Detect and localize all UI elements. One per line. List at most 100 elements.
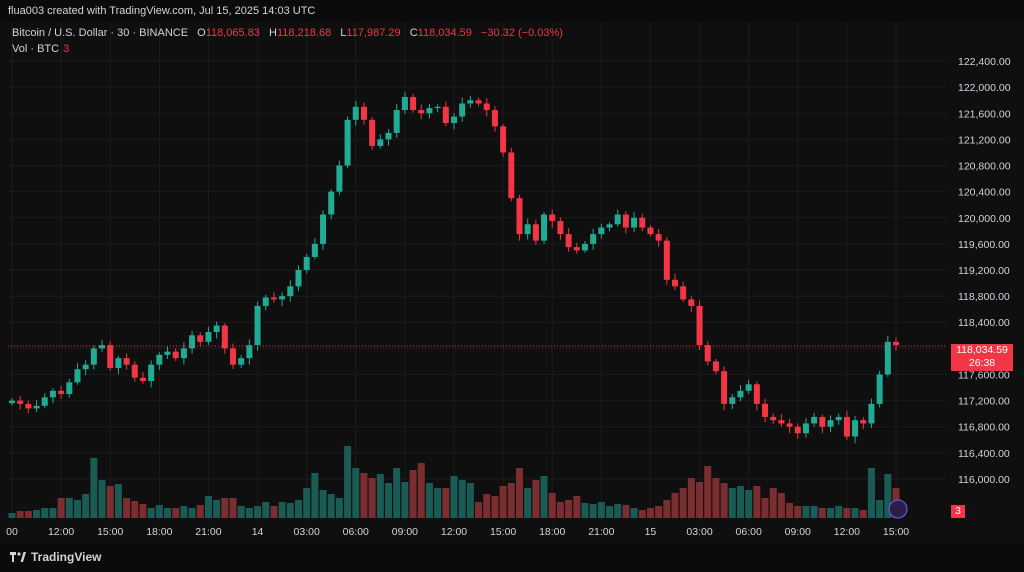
close-label: C <box>409 27 418 39</box>
candle-body <box>631 217 638 228</box>
candle-body <box>123 358 130 365</box>
y-tick-label: 117,600.00 <box>958 369 1010 381</box>
candle-body <box>279 296 286 300</box>
candle-body <box>581 243 588 251</box>
candle-body <box>156 354 163 365</box>
candle-body <box>606 224 613 228</box>
candle-body <box>328 191 335 215</box>
candle-body <box>672 279 678 287</box>
last-price-value: 118,034.59 <box>956 344 1008 356</box>
volume-bar <box>745 490 753 518</box>
volume-bar <box>843 508 851 518</box>
candle-body <box>721 371 728 404</box>
symbol-title[interactable]: Bitcoin / U.S. Dollar · 30 · BINANCE <box>12 27 189 39</box>
candle-body <box>82 364 89 370</box>
candle-body <box>565 234 572 248</box>
x-tick-label: 14 <box>252 526 264 538</box>
candle-body <box>254 305 261 346</box>
y-tick-label: 117,200.00 <box>958 396 1010 408</box>
candle-body <box>352 106 359 120</box>
candle-body <box>860 420 867 424</box>
volume-bar <box>712 478 720 518</box>
volume-bar <box>606 506 614 518</box>
volume-bar <box>8 513 16 518</box>
open-label: O <box>197 27 206 39</box>
volume-bar <box>123 498 131 518</box>
x-tick-label: 15:00 <box>490 526 516 538</box>
volume-bar <box>638 510 646 518</box>
volume-bar <box>164 508 172 518</box>
volume-bar <box>286 503 294 518</box>
candle-body <box>393 110 400 133</box>
volume-bar <box>147 508 155 518</box>
candle-body <box>287 286 294 297</box>
chart-area[interactable]: 116,000.00 116,400.00 116,800.00 117,200.00… <box>0 22 1024 544</box>
volume-legend: Vol · BTC 3 <box>12 43 69 55</box>
volume-bar <box>622 505 630 518</box>
x-tick-label: 00 <box>6 526 18 538</box>
candle-body <box>516 198 523 235</box>
volume-bar <box>728 488 736 518</box>
candle-body <box>180 348 187 359</box>
volume-bar <box>368 478 376 518</box>
volume-bar <box>417 463 425 518</box>
y-tick-label: 118,400.00 <box>958 317 1010 329</box>
y-tick-label: 122,000.00 <box>958 82 1011 94</box>
candle-body <box>491 110 498 127</box>
close-value: 118,034.59 <box>417 27 472 39</box>
candle-body <box>401 96 408 111</box>
x-tick-label: 21:00 <box>195 526 221 538</box>
volume-bar <box>434 488 442 518</box>
candle-body <box>704 345 711 362</box>
candle-body <box>131 364 138 378</box>
volume-bar <box>319 490 327 518</box>
volume-legend-label[interactable]: Vol · BTC <box>12 43 60 55</box>
candle-body <box>311 243 318 257</box>
low-label: L <box>340 27 347 39</box>
volume-bar <box>589 504 597 518</box>
volume-bar <box>548 493 556 518</box>
candle-body <box>688 299 695 306</box>
volume-bar <box>65 498 73 518</box>
y-tick-label: 116,000.00 <box>958 474 1010 486</box>
volume-bar <box>139 504 147 518</box>
volume-bar <box>704 466 712 518</box>
candle-body <box>786 423 793 427</box>
candle-body <box>418 110 425 114</box>
candle-body <box>221 325 228 349</box>
volume-bar <box>777 493 785 518</box>
y-tick-label: 118,800.00 <box>958 291 1010 303</box>
volume-bar <box>851 508 859 518</box>
candle-body <box>246 345 253 359</box>
x-tick-label: 06:00 <box>736 526 762 538</box>
y-tick-label: 120,000.00 <box>958 213 1011 225</box>
volume-bar <box>303 488 311 518</box>
volume-bar <box>867 468 875 518</box>
volume-bar <box>720 483 728 518</box>
volume-bar <box>237 506 245 518</box>
volume-bar <box>98 480 106 518</box>
volume-bar <box>73 500 81 518</box>
candle-body <box>541 214 548 241</box>
volume-bar <box>401 482 409 518</box>
candle-body <box>139 377 146 381</box>
candle-body <box>737 390 744 398</box>
volume-bar <box>630 508 638 518</box>
volume-bar <box>82 494 90 518</box>
volume-bar <box>327 494 335 518</box>
x-tick-label: 03:00 <box>294 526 320 538</box>
volume-bar <box>262 502 270 518</box>
candle-body <box>66 382 73 395</box>
volume-bar <box>499 486 507 518</box>
attribution-text: flua003 created with TradingView.com, Ju… <box>8 5 316 17</box>
candle-body <box>868 403 875 424</box>
tradingview-logo[interactable]: TradingView <box>10 550 101 564</box>
candle-body <box>827 420 834 427</box>
candle-body <box>753 384 760 404</box>
volume-bar <box>646 508 654 518</box>
y-tick-label: 121,600.00 <box>958 108 1011 120</box>
volume-bar <box>786 503 794 518</box>
open-value: 118,065.83 <box>205 27 260 39</box>
candlestick-chart[interactable]: 116,000.00 116,400.00 116,800.00 117,200.00… <box>0 22 1024 544</box>
volume-bar <box>33 510 41 518</box>
